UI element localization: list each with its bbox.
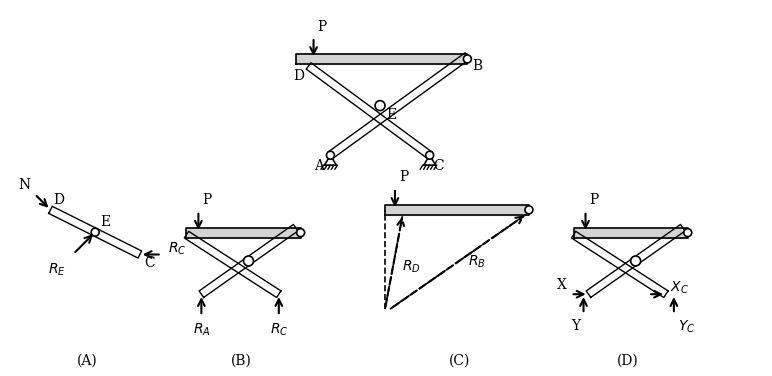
Polygon shape [49,206,141,258]
Text: E: E [100,215,110,229]
Polygon shape [187,228,300,238]
Circle shape [425,151,434,159]
Text: $X_C$: $X_C$ [670,280,689,296]
Polygon shape [306,63,432,158]
Text: $R_C$: $R_C$ [168,241,186,258]
Text: B: B [472,59,482,73]
Text: P: P [317,20,327,34]
Text: $R_D$: $R_D$ [402,258,421,274]
Circle shape [296,229,305,237]
Polygon shape [199,224,298,297]
Text: $R_C$: $R_C$ [269,322,288,338]
Text: X: X [557,278,567,292]
Text: D: D [293,69,305,83]
Text: C: C [434,159,444,173]
Text: $R_B$: $R_B$ [469,253,486,270]
Circle shape [243,256,253,266]
Polygon shape [296,54,467,64]
Circle shape [327,151,334,159]
Polygon shape [328,53,469,158]
Polygon shape [586,224,685,297]
Circle shape [91,228,99,236]
Text: (B): (B) [231,354,252,368]
Text: Y: Y [571,319,581,333]
Text: (C): (C) [449,354,470,368]
Circle shape [684,229,692,237]
Text: E: E [386,108,396,121]
Circle shape [525,206,533,214]
Text: $R_A$: $R_A$ [192,322,210,338]
Text: N: N [19,178,31,192]
Polygon shape [574,228,688,238]
Circle shape [631,256,641,266]
Circle shape [375,101,385,111]
Text: C: C [144,256,154,270]
Text: P: P [590,193,599,207]
Text: (D): (D) [618,354,639,368]
Text: $Y_C$: $Y_C$ [678,319,695,335]
Text: P: P [399,170,408,184]
Polygon shape [571,231,668,297]
Text: D: D [53,193,65,207]
Polygon shape [185,231,281,297]
Text: (A): (A) [77,354,97,368]
Text: A: A [314,159,324,173]
Circle shape [463,55,472,63]
Text: P: P [202,193,212,207]
Polygon shape [385,205,529,215]
Text: $R_E$: $R_E$ [48,262,66,278]
